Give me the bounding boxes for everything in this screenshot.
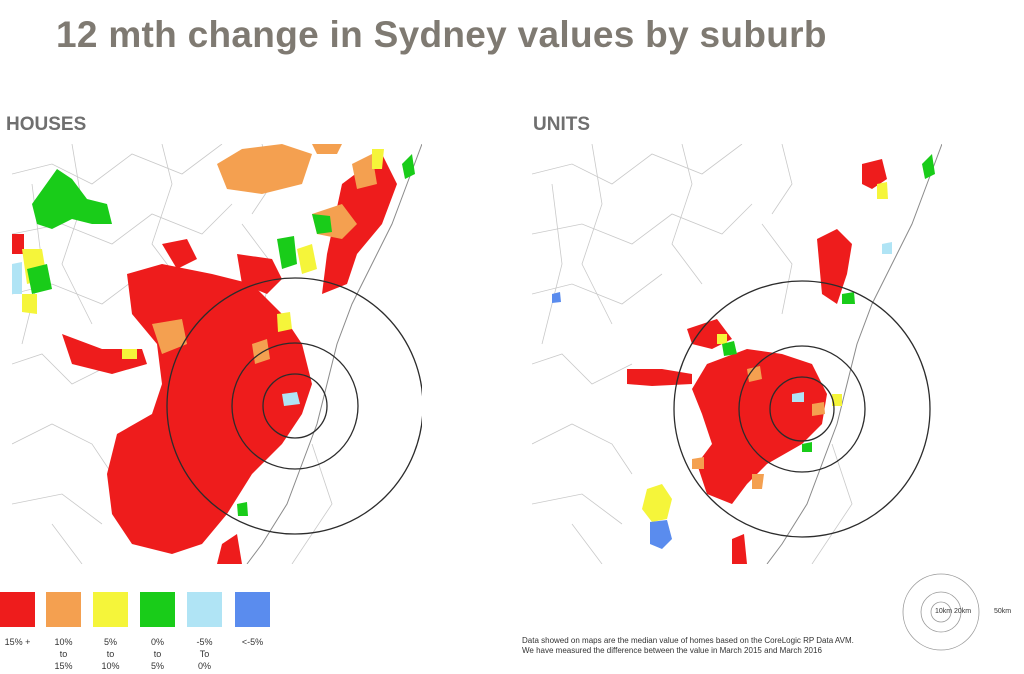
page-title: 12 mth change in Sydney values by suburb — [56, 14, 827, 55]
legend-swatch-below-neg5 — [235, 592, 270, 627]
coastline — [766, 144, 942, 564]
distance-scale-rings — [902, 573, 980, 651]
legend-swatch-neg5-0 — [187, 592, 222, 627]
houses-map — [12, 144, 422, 564]
units-red-region — [627, 159, 887, 564]
units-lightblue-region — [792, 242, 892, 402]
legend-label-0-5: 0% to 5% — [150, 637, 164, 671]
houses-green-region — [27, 154, 415, 516]
legend-label-15-plus: 15% + — [4, 637, 31, 647]
houses-lightblue-region — [12, 262, 300, 406]
legend-swatch-5-10 — [93, 592, 128, 627]
units-panel-label: UNITS — [533, 114, 590, 135]
scale-label-50km: 50km — [994, 608, 1012, 615]
units-blue-region — [552, 292, 672, 549]
legend-label-neg5-0: -5% To 0% — [196, 637, 213, 671]
units-yellow-region — [642, 182, 888, 522]
coastline — [246, 144, 422, 564]
legend-swatch-15-plus — [0, 592, 35, 627]
units-map-svg — [532, 144, 942, 564]
source-note: Data showed on maps are the median value… — [522, 636, 854, 655]
units-map — [532, 144, 942, 564]
legend-swatch-0-5 — [140, 592, 175, 627]
suburb-boundaries — [532, 144, 853, 564]
legend-label-10-15: 10% to 15% — [54, 637, 73, 671]
units-distance-rings — [673, 280, 931, 538]
scale-label-20km: 20km — [954, 608, 972, 615]
legend-label-below-neg5: <-5% — [241, 637, 264, 647]
distance-scale: 10km 20km 50km — [896, 568, 1016, 658]
legend-label-5-10: 5% to 10% — [101, 637, 120, 671]
units-orange-region — [692, 366, 825, 489]
houses-distance-rings — [166, 277, 422, 535]
scale-label-10km: 10km — [935, 608, 953, 615]
houses-map-svg — [12, 144, 422, 564]
units-green-region — [722, 154, 935, 452]
legend-swatch-10-15 — [46, 592, 81, 627]
houses-panel-label: HOUSES — [6, 114, 87, 135]
